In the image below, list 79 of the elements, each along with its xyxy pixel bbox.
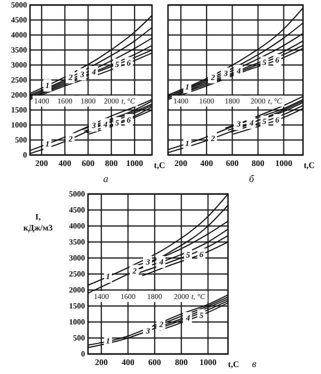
series-label: 1 — [106, 272, 110, 282]
x-tick-label: 800 — [104, 158, 118, 168]
series-label: 5 — [262, 58, 266, 67]
series-label: 3 — [222, 69, 228, 78]
series-label: 6 — [126, 116, 131, 125]
series-label: 4 — [236, 66, 241, 76]
y-tick-label: 3500 — [69, 238, 85, 247]
y-tick-label: 2500 — [11, 76, 27, 85]
series-label: 1 — [106, 336, 110, 346]
x-tick-label: 800 — [252, 158, 264, 168]
y-tick-label: 1500 — [11, 106, 27, 115]
y-tick-label: 2000 — [11, 90, 27, 100]
y-tick-label: 500 — [73, 334, 85, 343]
y-tick-label: 3000 — [11, 60, 27, 70]
series-label: 3 — [236, 120, 241, 129]
series-label: 6 — [275, 116, 280, 125]
y-tick-label: 0 — [23, 150, 27, 160]
text: б — [249, 174, 255, 185]
x-tick-label: 400 — [58, 158, 72, 168]
y-axis-title: I, кДж/м3 — [23, 212, 53, 233]
series-label: 2 — [210, 72, 215, 82]
series-label: 3 — [90, 121, 96, 130]
x-axis-title: t,C — [304, 160, 315, 170]
x-tick-label: 600 — [148, 357, 162, 368]
y-tick-label: 2500 — [69, 270, 85, 279]
x-tick-label: 200 — [174, 158, 188, 168]
series-label: 2 — [210, 134, 215, 143]
y-tick-label: 4000 — [69, 222, 85, 231]
series-label: 2 — [68, 72, 73, 82]
x-axis-title: t,C — [228, 359, 240, 369]
y-tick-label: 2000 — [69, 286, 85, 295]
x-tick-label: 600 — [226, 158, 239, 168]
series-label: 6 — [126, 58, 131, 68]
series-label: 1 — [185, 82, 190, 92]
text: в — [252, 359, 257, 370]
x-tick-label: 400 — [200, 158, 213, 168]
x-tick-label: 800 — [174, 357, 188, 368]
y-tick-label: 1500 — [69, 302, 85, 311]
series-label: 4 — [90, 68, 96, 77]
y-tick-label: 500 — [15, 136, 27, 145]
y-tick-label: 3000 — [69, 254, 85, 263]
y-tick-label: 5000 — [11, 0, 27, 10]
series-label: 6 — [275, 56, 280, 65]
series-label: 5 — [199, 310, 204, 320]
series-label: 6 — [199, 250, 204, 259]
series-label: 5 — [115, 118, 120, 128]
x-tick-label: 200 — [35, 158, 48, 168]
series-label: 5 — [262, 117, 266, 126]
series-label: 4 — [158, 257, 164, 266]
y-tick-label: 4500 — [69, 206, 85, 215]
y-tick-label: 4000 — [11, 30, 27, 40]
series-label: 4 — [248, 118, 254, 128]
x-tick-label: 1000 — [126, 158, 144, 168]
y-tick-label: 1000 — [11, 120, 27, 130]
x-tick-label: 1000 — [275, 158, 292, 168]
x-axis-title: t,C — [154, 160, 166, 170]
y-tick-label: 5000 — [69, 190, 85, 199]
y-tick-label: 3500 — [11, 46, 27, 55]
series-label: 1 — [185, 139, 190, 148]
x-tick-label: 200 — [94, 357, 108, 368]
series-label: 5 — [186, 250, 190, 260]
series-label: 3 — [145, 257, 150, 266]
y-tick-label: 4500 — [11, 16, 27, 25]
x-tick-label: 400 — [122, 357, 134, 368]
series-label: 1 — [45, 140, 50, 149]
series-label: 3 — [79, 70, 84, 79]
y-tick-label: 0 — [81, 350, 85, 359]
series-label: 4 — [185, 314, 190, 323]
series-label: 4 — [102, 120, 108, 129]
series-label: 2 — [132, 266, 137, 276]
x-tick-label: 1000 — [200, 357, 216, 368]
series-label: 5 — [115, 60, 120, 70]
text: а — [103, 174, 108, 185]
series-label: 2 — [158, 320, 164, 329]
x-tick-label: 600 — [82, 158, 94, 168]
series-label: 3 — [145, 326, 150, 336]
series-label: 2 — [68, 134, 73, 144]
series-label: 1 — [45, 81, 50, 90]
y-tick-label: 1000 — [69, 318, 85, 327]
